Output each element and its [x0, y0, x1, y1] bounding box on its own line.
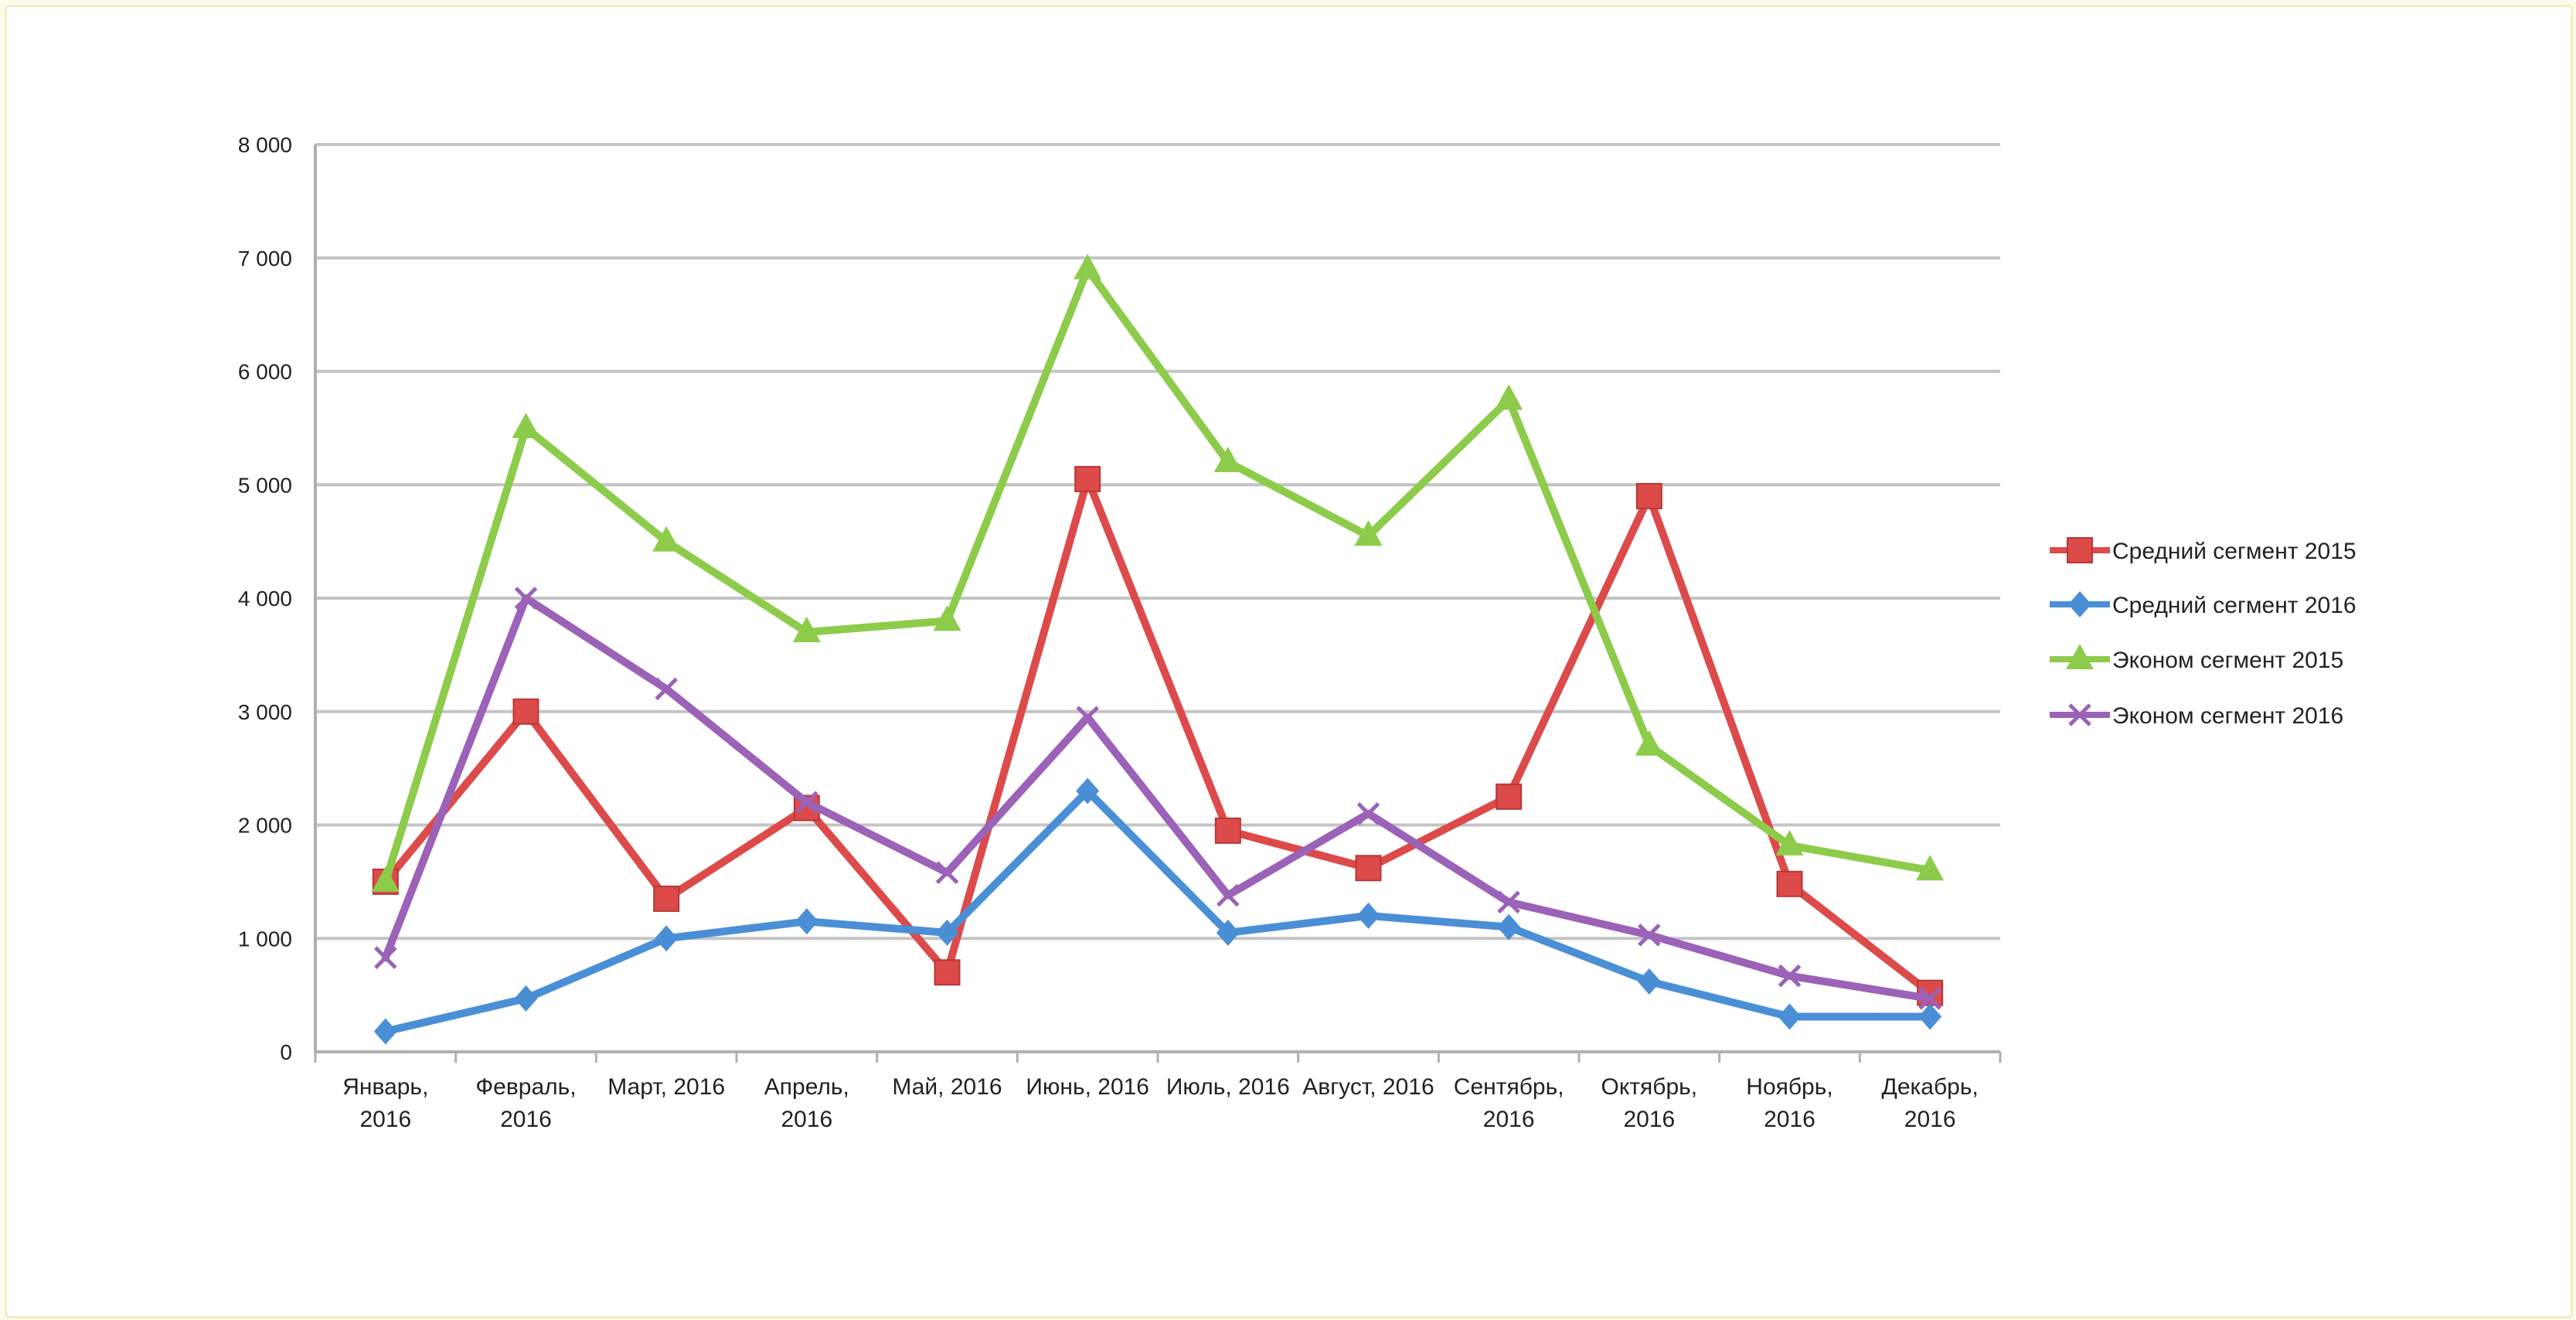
legend-item: Средний сегмент 2015: [2050, 537, 2357, 564]
data-point: [933, 605, 961, 631]
series-line: [381, 787, 1935, 1036]
data-point: [655, 677, 678, 701]
data-point: [795, 908, 818, 935]
axes: 0 1 000 2 000 3 000 4 000 5 000 6 000 7 000 8 00…: [238, 133, 2002, 1132]
series-2: [373, 777, 1942, 1045]
data-point: [1076, 706, 1099, 729]
data-point: [1356, 802, 1380, 825]
data-point: [1497, 890, 1520, 914]
series-line: [381, 475, 1935, 997]
y-tick-label: 2 000: [238, 814, 292, 838]
data-point: [374, 946, 397, 969]
legend-item: Средний сегмент 2016: [2050, 591, 2357, 618]
data-point: [934, 959, 961, 986]
x-tick-label: Апрель, 2016: [764, 1074, 849, 1132]
data-point: [655, 925, 679, 952]
data-point: [1217, 883, 1240, 907]
x-tick-label: Март, 2016: [607, 1074, 725, 1100]
y-tick-label: 0: [280, 1040, 292, 1064]
data-point: [652, 526, 681, 552]
chart-frame: [5, 5, 2573, 1318]
data-point: [1356, 902, 1380, 929]
data-point: [1216, 919, 1240, 946]
data-point: [1076, 777, 1100, 805]
x-tick-label: Июнь, 2016: [1026, 1074, 1149, 1100]
data-point: [1775, 829, 1804, 856]
data-point: [795, 791, 818, 814]
y-tick-label: 7 000: [238, 247, 292, 270]
data-point: [1497, 913, 1521, 941]
data-point: [1074, 465, 1101, 492]
y-tick-label: 8 000: [238, 133, 292, 157]
x-tick-label: Декабрь, 2016: [1882, 1074, 1979, 1132]
data-point: [514, 587, 538, 610]
y-tick-label: 3 000: [238, 700, 292, 724]
data-point: [512, 698, 539, 725]
data-point: [1916, 855, 1945, 881]
x-tick-label: Август, 2016: [1302, 1074, 1434, 1100]
data-point: [1918, 1003, 1942, 1030]
data-point: [792, 617, 821, 643]
data-point: [514, 985, 538, 1012]
data-point: [373, 1018, 397, 1045]
data-point: [371, 866, 400, 892]
legend-label: Средний сегмент 2015: [2112, 539, 2357, 564]
legend-marker: [2067, 537, 2093, 563]
x-tick-label: Январь, 2016: [342, 1074, 428, 1132]
data-point: [1495, 384, 1523, 410]
series-line: [381, 594, 1935, 1003]
series-1: [372, 465, 1944, 1006]
data-point: [1354, 520, 1383, 546]
data-point: [1635, 482, 1662, 509]
x-tick-label: Сентябрь, 2016: [1454, 1074, 1564, 1132]
data-point: [1637, 968, 1661, 995]
data-point: [1638, 924, 1661, 947]
data-point: [1496, 783, 1523, 810]
legend-item: Эконом сегмент 2015: [2050, 644, 2343, 673]
legend-marker: [2068, 703, 2091, 726]
data-point: [1635, 730, 1663, 756]
data-point: [1074, 253, 1102, 280]
data-point: [512, 412, 540, 438]
x-tick-label: Май, 2016: [892, 1074, 1002, 1100]
series-4: [374, 587, 1941, 1010]
legend-marker: [2068, 591, 2091, 617]
data-point: [1918, 987, 1941, 1010]
y-tick-label: 6 000: [238, 360, 292, 384]
legend-marker: [2066, 644, 2094, 669]
series-line: [381, 265, 1935, 886]
legend-label: Эконом сегмент 2016: [2112, 703, 2343, 729]
x-tick-label: Февраль, 2016: [475, 1074, 576, 1132]
y-tick-label: 5 000: [238, 473, 292, 497]
y-tick-label: 4 000: [238, 587, 292, 611]
data-point: [1778, 1003, 1802, 1030]
y-tick-label: 1 000: [238, 927, 292, 951]
data-point: [1355, 855, 1382, 882]
data-point: [653, 885, 680, 912]
x-tick-label: Ноябрь, 2016: [1746, 1074, 1832, 1132]
legend-label: Средний сегмент 2016: [2112, 593, 2357, 618]
data-point: [935, 919, 959, 946]
series-3: [371, 253, 1945, 892]
x-tick-label: Июль, 2016: [1166, 1074, 1290, 1100]
data-point: [1776, 870, 1803, 897]
legend-item: Эконом сегмент 2016: [2050, 703, 2343, 729]
data-point: [1778, 964, 1802, 988]
data-point: [935, 861, 959, 884]
data-point: [1214, 817, 1241, 844]
x-tick-label: Октябрь, 2016: [1601, 1074, 1698, 1132]
legend-label: Эконом сегмент 2015: [2112, 648, 2343, 673]
series: [371, 253, 1945, 1045]
data-point: [1213, 446, 1242, 472]
legend: Средний сегмент 2015 Средний сегмент 2016…: [2050, 537, 2357, 729]
